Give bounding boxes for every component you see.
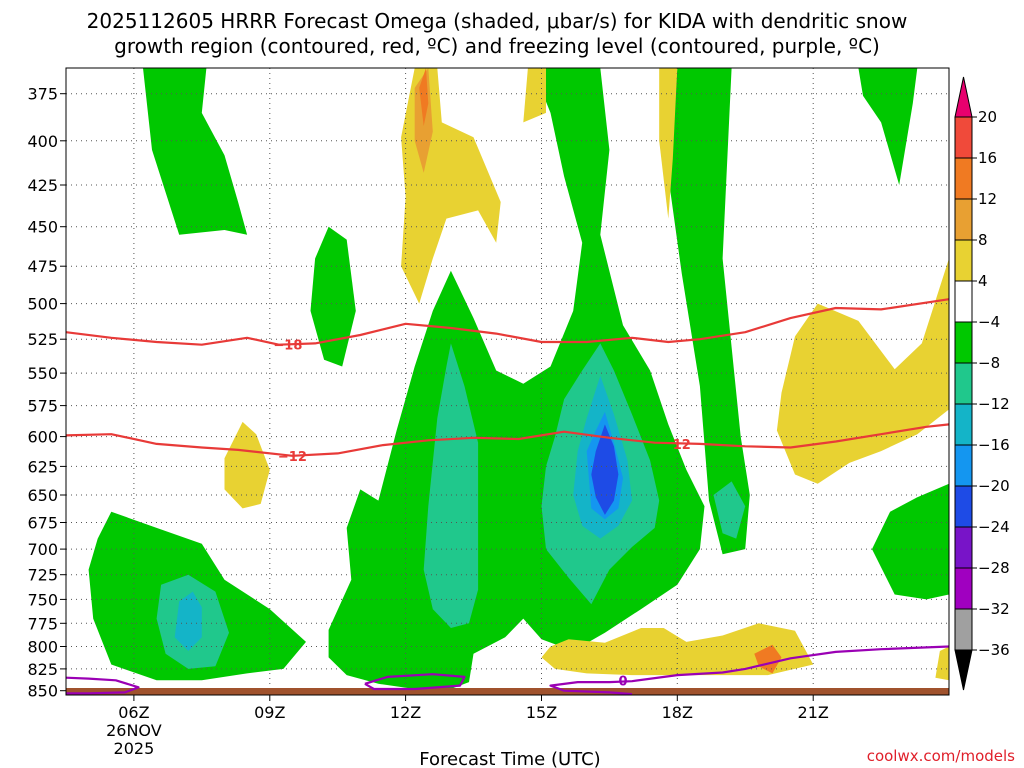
omega-region-17 [659, 68, 678, 219]
y-axis: 375 400 425 450 475 500 525 550 575 600 625 650 675 7… [27, 85, 66, 701]
contour-label-freezing-c: 0 [618, 674, 627, 689]
x-tick-label: 09Z [254, 703, 285, 722]
chart-title-line-1: 2025112605 HRRR Forecast Omega (shaded, … [87, 9, 908, 33]
y-tick-label: 800 [27, 638, 58, 657]
colorbar-swatch [954, 116, 973, 159]
y-tick-label: 825 [27, 660, 58, 679]
contour-label-dgz-top: −18 [273, 339, 302, 354]
y-tick-label: 500 [27, 295, 58, 314]
omega-region-3 [328, 68, 705, 693]
plot-area: −18 −12 12 0 [65, 68, 950, 696]
ground-surface [66, 688, 949, 695]
colorbar-label: 20 [978, 108, 997, 126]
colorbar-label: −4 [978, 313, 1000, 331]
y-tick-label: 850 [27, 682, 58, 701]
colorbar-swatch [954, 239, 973, 282]
colorbar-swatch [954, 157, 973, 200]
colorbar-label: −24 [978, 518, 1010, 536]
colorbar-swatch [954, 567, 973, 610]
colorbar-label: −8 [978, 354, 1000, 372]
omega-region-10 [713, 481, 746, 539]
plot-frame [65, 67, 950, 696]
x-tick-date: 26NOV [106, 721, 162, 740]
colorbar-swatch [954, 198, 973, 241]
y-tick-label: 425 [27, 176, 58, 195]
omega-region-16 [523, 68, 546, 123]
colorbar-swatch [954, 403, 973, 446]
x-tick-label: 15Z [526, 703, 557, 722]
contour-freezing-b [364, 673, 466, 691]
contour-freezing-c [549, 645, 950, 696]
colorbar-swatch [954, 444, 973, 487]
colorbar-label: −16 [978, 436, 1010, 454]
colorbar-swatch [954, 362, 973, 405]
y-tick-label: 400 [27, 132, 58, 151]
credit-text: coolwx.com/models [867, 747, 1015, 765]
ground-strip [66, 688, 949, 695]
omega-shaded-regions [88, 68, 949, 693]
contour-label-dgz-label-12b: 12 [673, 438, 691, 453]
colorbar-swatch [954, 526, 973, 569]
omega-region-8 [423, 343, 479, 628]
y-tick-label: 550 [27, 364, 58, 383]
y-tick-label: 750 [27, 590, 58, 609]
contour-label-dgz-bottom: −12 [278, 450, 307, 465]
omega-region-4 [668, 68, 750, 555]
y-tick-label: 700 [27, 540, 58, 559]
x-tick-label: 21Z [798, 703, 829, 722]
omega-region-1 [143, 68, 248, 235]
omega-region-21 [935, 646, 949, 681]
contour-dgz-top [65, 298, 950, 346]
colorbar-top-arrow [954, 76, 973, 118]
y-tick-label: 625 [27, 457, 58, 476]
y-tick-label: 775 [27, 614, 58, 633]
colorbar-label: −28 [978, 559, 1010, 577]
contour-freezing-a [65, 676, 140, 695]
y-tick-label: 725 [27, 566, 58, 585]
colorbar-swatch [954, 321, 973, 364]
x-tick-label: 12Z [390, 703, 421, 722]
x-tick-year: 2025 [114, 739, 155, 758]
y-tick-label: 575 [27, 397, 58, 416]
omega-region-20 [541, 623, 814, 676]
omega-region-6 [872, 483, 949, 600]
omega-region-19 [776, 258, 949, 484]
colorbar-bottom-arrow [954, 649, 973, 691]
chart-title-line-2: growth region (contoured, red, ºC) and f… [114, 34, 880, 58]
omega-region-2 [310, 226, 356, 367]
y-tick-label: 650 [27, 486, 58, 505]
y-tick-label: 600 [27, 428, 58, 447]
x-axis-label: Forecast Time (UTC) [419, 749, 600, 768]
omega-region-14 [591, 424, 619, 515]
y-tick-label: 475 [27, 257, 58, 276]
colorbar-swatch [954, 485, 973, 528]
colorbar: 20 16 12 8 4 −4 −8 −12 −16 −20 −24 −28 −32 −36 [954, 76, 1010, 691]
x-tick-label: 18Z [662, 703, 693, 722]
colorbar-label: 12 [978, 190, 997, 208]
omega-region-18 [224, 421, 270, 509]
colorbar-label: −36 [978, 641, 1010, 659]
contour-dgz-bottom [65, 423, 950, 457]
colorbar-label: −32 [978, 600, 1010, 618]
temperature-contours: −18 −12 12 0 [65, 298, 950, 696]
colorbar-label: 8 [978, 231, 988, 249]
y-tick-label: 375 [27, 85, 58, 104]
colorbar-label: −20 [978, 477, 1010, 495]
colorbar-label: 16 [978, 149, 997, 167]
colorbar-label: 4 [978, 272, 988, 290]
omega-region-24 [419, 68, 429, 127]
y-tick-label: 525 [27, 330, 58, 349]
omega-region-11 [174, 591, 202, 651]
omega-region-5 [858, 68, 918, 185]
x-tick-label: 06Z [118, 703, 149, 722]
y-tick-label: 450 [27, 218, 58, 237]
colorbar-swatch [954, 608, 973, 651]
y-tick-label: 675 [27, 514, 58, 533]
colorbar-label: −12 [978, 395, 1010, 413]
colorbar-swatch [954, 280, 973, 323]
